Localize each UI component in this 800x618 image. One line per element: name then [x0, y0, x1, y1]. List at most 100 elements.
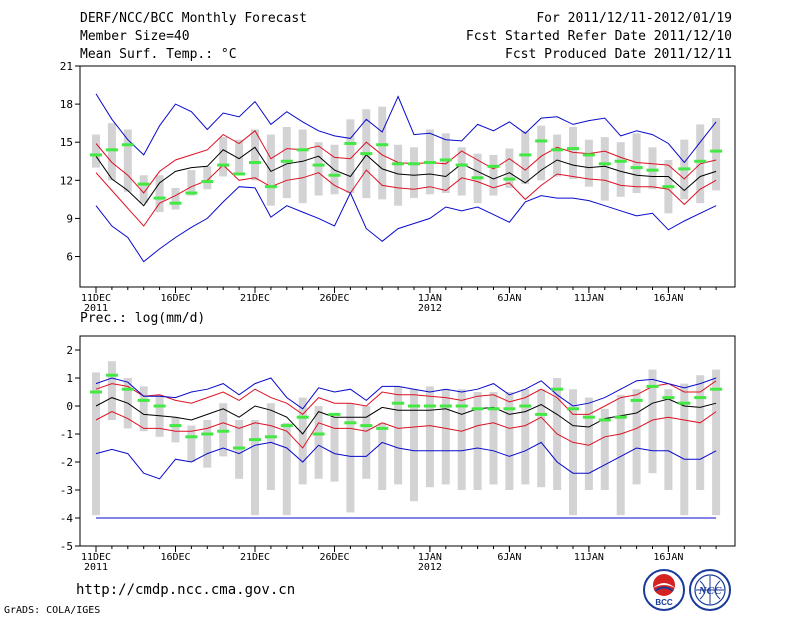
y-tick-label: -2	[60, 456, 73, 469]
spread-box	[616, 394, 625, 516]
spread-box	[298, 129, 307, 204]
grads-credit: GrADS: COLA/IGES	[4, 605, 101, 616]
y-tick-label: 0	[66, 400, 73, 413]
median-mark	[630, 166, 643, 170]
spread-box	[664, 389, 673, 490]
bcc-logo: BCC	[643, 569, 685, 611]
spread-box	[632, 133, 641, 194]
median-mark	[439, 158, 452, 162]
median-mark	[503, 407, 516, 411]
median-mark	[567, 147, 579, 151]
spread-box	[648, 369, 657, 474]
spread-box	[171, 417, 180, 443]
median-mark	[392, 401, 405, 405]
x-tick-label: 11JAN	[574, 293, 604, 304]
x-tick-label: 26DEC	[319, 552, 349, 563]
series-line-max	[95, 93, 717, 164]
median-mark	[471, 407, 484, 411]
x-tick-label: 11DEC	[81, 552, 111, 563]
x-tick-year-label: 2012	[418, 303, 442, 314]
median-mark	[169, 201, 182, 205]
spread-box	[251, 420, 259, 516]
median-mark	[455, 404, 468, 408]
series-line-lower	[95, 164, 717, 227]
y-tick-label: 18	[60, 98, 73, 111]
median-mark	[312, 163, 325, 167]
median-mark	[280, 159, 293, 163]
spread-box	[505, 148, 514, 188]
x-tick-label: 16DEC	[160, 293, 190, 304]
median-mark	[264, 435, 277, 439]
median-mark	[105, 148, 118, 152]
spread-box	[537, 389, 546, 488]
spread-box	[600, 137, 609, 201]
median-mark	[535, 412, 548, 416]
median-mark	[280, 424, 293, 428]
spread-box	[107, 361, 116, 420]
spread-box	[346, 403, 355, 513]
panel-2	[75, 335, 736, 552]
median-mark	[551, 387, 564, 391]
median-mark	[328, 173, 341, 177]
median-mark	[408, 404, 420, 408]
spread-box	[139, 386, 148, 432]
x-tick-label: 26DEC	[319, 293, 349, 304]
median-mark	[598, 418, 611, 422]
median-mark	[503, 177, 516, 181]
median-mark	[423, 161, 436, 165]
spread-box	[394, 386, 403, 485]
spread-box	[441, 389, 450, 485]
spread-box	[553, 134, 562, 177]
spread-box	[712, 369, 721, 516]
median-mark	[614, 159, 627, 163]
median-mark	[376, 143, 389, 147]
member-size: Member Size=40	[80, 29, 190, 44]
fcst-produced-date: Fcst Produced Date 2011/12/11	[505, 47, 732, 62]
median-mark	[328, 412, 341, 416]
spread-box	[410, 389, 418, 502]
median-mark	[487, 164, 500, 168]
median-mark	[90, 390, 102, 394]
spread-box	[282, 422, 291, 516]
source-url[interactable]: http://cmdp.ncc.cma.gov.cn	[76, 582, 296, 598]
x-tick-label: 16DEC	[160, 552, 190, 563]
median-mark	[598, 162, 611, 166]
spread-box	[378, 106, 387, 200]
ncc-logo-text: NCC	[698, 585, 722, 597]
series-line-upper	[95, 130, 717, 194]
median-mark	[90, 153, 102, 157]
spread-box	[155, 175, 164, 213]
spread-box	[187, 170, 196, 196]
y-tick-label: 15	[60, 136, 73, 149]
spread-box	[648, 147, 657, 190]
series-line-lower	[95, 411, 717, 449]
median-mark	[678, 167, 691, 171]
x-tick-label: 1JAN	[418, 293, 442, 304]
median-mark	[344, 421, 357, 425]
spread-box	[346, 119, 355, 194]
spread-box	[489, 154, 498, 196]
y-tick-label: 2	[66, 344, 73, 357]
median-mark	[455, 163, 468, 167]
x-tick-label: 11DEC	[81, 293, 111, 304]
median-mark	[519, 153, 532, 157]
plot-frame	[79, 65, 736, 288]
median-mark	[487, 407, 500, 411]
fcst-started-date: Fcst Started Refer Date 2011/12/10	[465, 29, 732, 44]
spread-box	[425, 386, 434, 488]
median-mark	[185, 435, 198, 439]
bcc-logo-text: BCC	[655, 598, 673, 607]
x-tick-label: 21DEC	[240, 293, 270, 304]
spread-box	[219, 137, 228, 177]
spread-box	[410, 147, 418, 199]
median-mark	[233, 172, 246, 176]
median-mark	[376, 426, 389, 430]
median-mark	[169, 424, 182, 428]
median-mark	[185, 191, 198, 195]
spread-box	[696, 375, 705, 490]
median-mark	[710, 387, 723, 391]
series-line-mean	[95, 397, 717, 435]
median-mark	[153, 196, 166, 200]
variable-label: Mean Surf. Temp.: °C	[80, 47, 237, 62]
